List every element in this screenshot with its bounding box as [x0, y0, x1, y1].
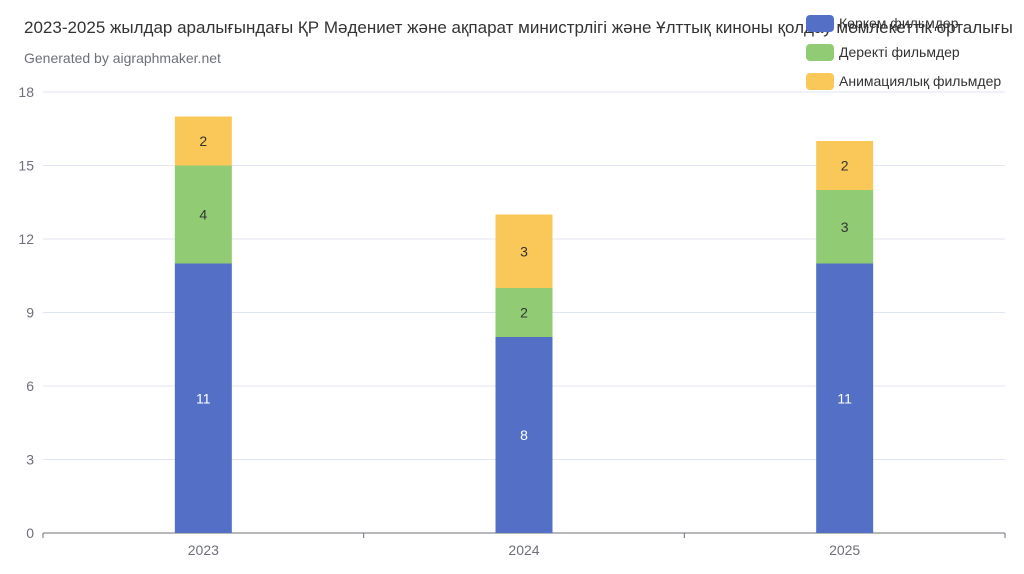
legend-label-documentary: Деректі фильмдер [839, 44, 960, 60]
x-tick-label: 2024 [508, 542, 539, 558]
data-label: 8 [520, 427, 528, 443]
bar-segment [174, 263, 232, 533]
bar-segment [816, 190, 874, 264]
bar-segment [495, 288, 553, 337]
bar-segment [174, 165, 232, 264]
data-label: 2 [841, 158, 849, 174]
bar-segment [495, 214, 553, 288]
data-label: 3 [520, 243, 528, 259]
data-label: 2 [520, 305, 528, 321]
y-tick-label: 12 [18, 231, 34, 247]
y-tick-label: 9 [26, 305, 34, 321]
y-tick-label: 6 [26, 378, 34, 394]
data-label: 11 [196, 390, 211, 406]
y-tick-label: 0 [26, 525, 34, 541]
data-label: 3 [841, 219, 849, 235]
y-tick-label: 15 [18, 158, 34, 174]
legend-swatch-documentary [806, 44, 834, 61]
x-tick-label: 2025 [829, 542, 860, 558]
bar-segment [495, 337, 553, 533]
data-label: 2 [199, 133, 207, 149]
bar-segment [816, 141, 874, 190]
chart-subtitle: Generated by aigraphmaker.net [24, 50, 221, 66]
y-tick-label: 18 [18, 84, 34, 100]
legend-swatch-feature [806, 15, 834, 32]
x-tick-label: 2023 [188, 542, 219, 558]
legend-swatch-animation [806, 73, 834, 90]
chart-title: 2023-2025 жылдар аралығындағы ҚР Мәдение… [24, 18, 1013, 37]
data-label: 4 [199, 207, 207, 223]
y-tick-label: 3 [26, 452, 34, 468]
bar-segment [174, 116, 232, 166]
legend-label-animation: Анимациялық фильмдер [839, 73, 1002, 89]
bar-segment [816, 263, 874, 533]
data-label: 11 [837, 390, 852, 406]
legend-label-feature: Көркем фильмдер [839, 15, 959, 31]
